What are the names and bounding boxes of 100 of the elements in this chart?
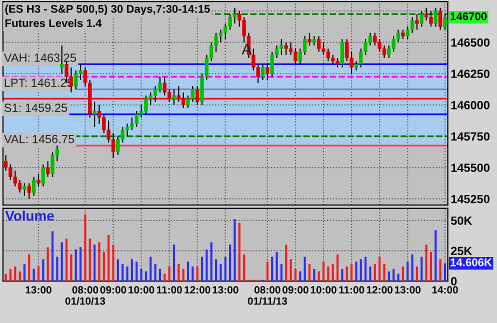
bar: [200, 256, 204, 282]
bar: [42, 259, 44, 282]
bar: [164, 274, 166, 282]
x-tick-label: 10:00: [128, 286, 154, 294]
bar: [327, 266, 330, 282]
x-tick-label: 09:00: [282, 286, 308, 294]
candlestick: [415, 14, 419, 30]
bar: [434, 230, 437, 282]
bar: [186, 262, 190, 282]
bar: [70, 254, 72, 282]
candlestick: [27, 182, 31, 200]
bar: [116, 259, 119, 282]
bar: [243, 254, 246, 282]
candlestick: [260, 64, 265, 80]
bar: [290, 259, 292, 282]
candlestick: [36, 173, 40, 187]
candlestick: [420, 10, 424, 28]
bar: [304, 256, 306, 282]
candlestick: [434, 7, 438, 28]
bar: [411, 254, 414, 282]
bar: [32, 268, 35, 282]
bar: [397, 274, 400, 282]
bar: [112, 244, 114, 282]
bar: [388, 271, 390, 282]
annotation: VAL: 1456.75: [4, 134, 74, 144]
bar: [172, 244, 176, 282]
bar: [369, 266, 372, 282]
candlestick: [308, 32, 312, 46]
bar: [214, 259, 218, 282]
bar: [299, 271, 302, 282]
bar: [168, 266, 170, 282]
bar: [158, 268, 162, 282]
bar: [416, 266, 418, 282]
candlestick: [32, 176, 36, 196]
bar: [136, 262, 138, 282]
candlestick: [312, 35, 316, 46]
bar: [14, 266, 16, 282]
bar: [51, 231, 54, 282]
bar: [318, 271, 320, 282]
text: Futures Levels 1.4: [6, 18, 102, 28]
bar: [65, 238, 68, 282]
bar: [346, 266, 348, 282]
bar: [178, 264, 180, 282]
x-tick-label: 13:00: [212, 286, 238, 294]
bar: [238, 222, 240, 282]
candlestick: [401, 29, 405, 40]
bar: [294, 268, 297, 282]
bar: [4, 274, 7, 282]
bar: [322, 262, 325, 282]
bar: [392, 268, 395, 282]
bar: [378, 256, 381, 282]
bar: [79, 247, 82, 282]
bar: [154, 264, 156, 282]
bar: [220, 264, 222, 282]
candlestick: [340, 38, 344, 68]
bar: [266, 262, 268, 282]
bar: [360, 259, 362, 282]
x-tick-label: 14:00: [432, 286, 458, 294]
bar: [332, 264, 334, 282]
bar: [439, 259, 442, 282]
bar: [88, 238, 91, 282]
y-tick-label: 146250: [451, 70, 490, 78]
candlestick: [266, 64, 270, 80]
bar: [102, 252, 105, 282]
bar: [130, 259, 133, 282]
bar: [341, 268, 344, 282]
bar: [126, 266, 128, 282]
bar: [425, 244, 428, 282]
bar: [308, 264, 311, 282]
bar: [350, 264, 353, 282]
bar: [140, 268, 142, 282]
bar: [224, 256, 226, 282]
bar: [285, 244, 288, 282]
bar: [23, 264, 26, 282]
y-tick-label: 145750: [451, 132, 490, 141]
bar: [420, 256, 423, 282]
x-tick-label: 12:00: [184, 286, 210, 294]
y-tick-label: 145250: [451, 194, 490, 204]
bar: [336, 254, 339, 282]
annotation: 146700: [450, 12, 487, 20]
y-tick-label: 50K: [450, 216, 472, 225]
candlestick: [41, 164, 46, 187]
bar: [28, 254, 30, 282]
bar: [229, 244, 232, 282]
bar: [9, 268, 12, 282]
candlestick: [438, 7, 442, 30]
bar: [196, 266, 198, 282]
y-tick-label: 25K: [450, 246, 472, 256]
x-tick-label: 12:00: [366, 286, 392, 294]
annotation: 14.606K: [450, 258, 492, 266]
bar: [37, 266, 40, 282]
bar: [182, 268, 184, 282]
bar: [313, 268, 316, 282]
bar: [402, 266, 404, 282]
bar: [122, 264, 124, 282]
x-tick-label: 09:00: [100, 286, 126, 294]
chart-title: (ES H3 - S&P 500,5) 30 Days,7:30-14:15: [5, 4, 210, 16]
bar: [234, 219, 236, 282]
x-tick-label: 11:00: [156, 286, 182, 294]
x-tick-label: 11:00: [339, 286, 364, 294]
